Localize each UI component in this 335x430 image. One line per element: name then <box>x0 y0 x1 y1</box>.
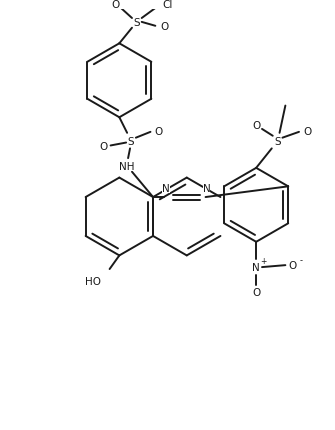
Text: HO: HO <box>85 276 101 286</box>
Text: O: O <box>160 22 168 32</box>
Text: S: S <box>134 18 140 28</box>
Text: O: O <box>288 261 296 270</box>
Text: Cl: Cl <box>163 0 173 10</box>
Text: O: O <box>154 126 162 137</box>
Text: -: - <box>299 255 303 264</box>
Text: NH: NH <box>119 162 135 172</box>
Text: N: N <box>162 184 170 194</box>
Text: O: O <box>252 288 260 298</box>
Text: N: N <box>252 262 260 273</box>
Text: O: O <box>304 126 312 137</box>
Text: O: O <box>99 142 108 152</box>
Text: N: N <box>203 184 210 194</box>
Text: +: + <box>260 256 266 265</box>
Text: O: O <box>252 121 260 131</box>
Text: S: S <box>128 136 134 146</box>
Text: O: O <box>111 0 120 10</box>
Text: S: S <box>274 136 281 146</box>
